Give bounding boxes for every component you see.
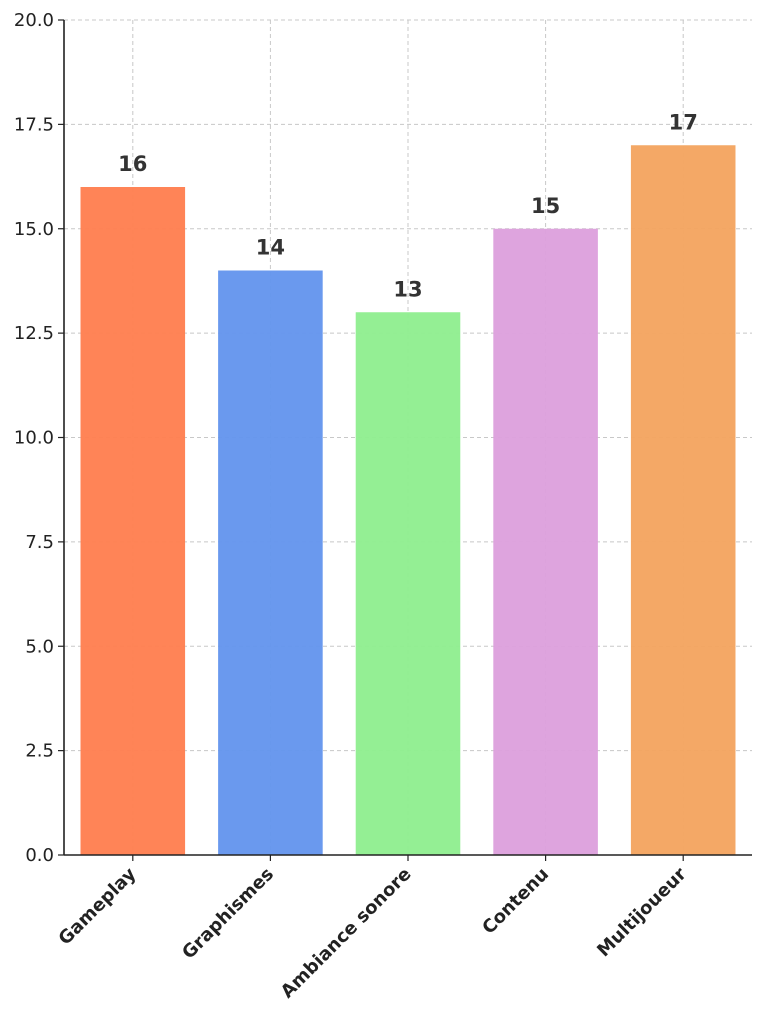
y-tick-label: 15.0 bbox=[14, 219, 54, 240]
y-tick-label: 20.0 bbox=[14, 10, 54, 31]
x-tick-label: Graphismes bbox=[178, 864, 278, 964]
y-tick-label: 2.5 bbox=[25, 741, 54, 762]
bars bbox=[80, 145, 736, 855]
bar-contenu bbox=[493, 228, 598, 855]
y-tick-label: 10.0 bbox=[14, 428, 54, 449]
x-tick-label: Ambiance sonore bbox=[277, 864, 416, 1003]
x-tick-label: Gameplay bbox=[55, 863, 141, 949]
bar-ambiance-sonore bbox=[355, 312, 461, 855]
data-label: 17 bbox=[669, 110, 698, 134]
data-label: 15 bbox=[531, 194, 560, 218]
bar-multijoueur bbox=[630, 145, 736, 855]
data-labels: 16 14 13 15 17 bbox=[118, 110, 698, 301]
x-tick-label: Multijoueur bbox=[593, 864, 691, 962]
bar-gameplay bbox=[80, 187, 186, 855]
data-label: 16 bbox=[118, 152, 147, 176]
bar-graphismes bbox=[218, 270, 323, 855]
y-tick-label: 0.0 bbox=[25, 845, 54, 866]
data-label: 13 bbox=[393, 277, 422, 301]
data-label: 14 bbox=[256, 236, 285, 260]
y-tick-label: 7.5 bbox=[25, 532, 54, 553]
y-tick-label: 17.5 bbox=[14, 114, 54, 135]
y-ticks: 0.0 2.5 5.0 7.5 10.0 12.5 15.0 17.5 20.0 bbox=[14, 10, 64, 866]
y-tick-label: 5.0 bbox=[25, 636, 54, 657]
y-tick-label: 12.5 bbox=[14, 323, 54, 344]
x-tick-label: Contenu bbox=[478, 864, 553, 939]
